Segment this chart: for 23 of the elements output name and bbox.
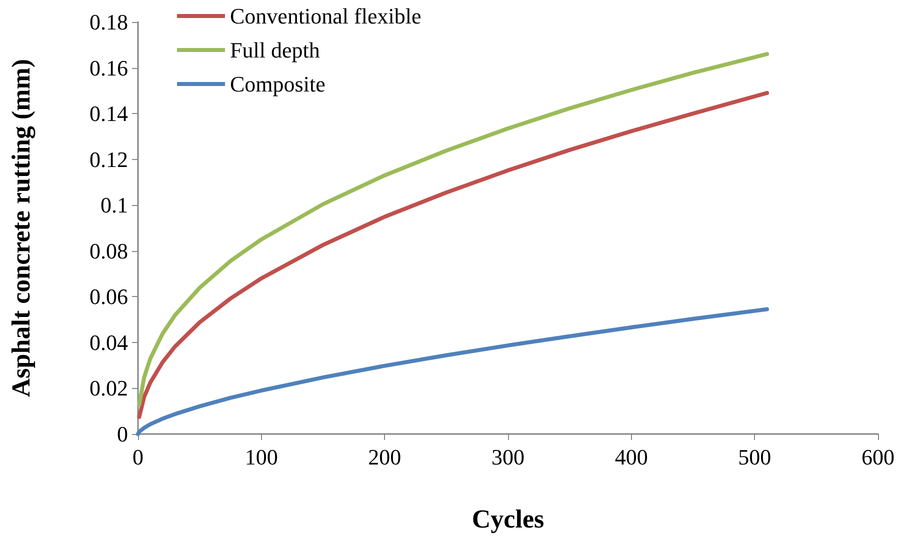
y-tick-label: 0.16 (90, 55, 128, 80)
x-tick-label: 600 (862, 444, 894, 470)
x-tick-label: 300 (492, 444, 524, 470)
y-tick-label: 0.1 (100, 192, 128, 218)
y-tick-label: 0.14 (90, 101, 128, 126)
legend-label: Full depth (230, 38, 320, 62)
y-tick-label: 0.08 (90, 238, 128, 264)
x-axis-title: Cycles (472, 504, 544, 534)
legend-label: Conventional flexible (230, 4, 422, 28)
x-tick-label: 100 (244, 444, 278, 470)
y-tick-label: 0.06 (90, 284, 128, 310)
y-tick-label: 0.18 (90, 10, 128, 34)
legend-label: Composite (230, 72, 326, 96)
x-tick-label: 0 (132, 444, 144, 470)
y-tick-label: 0.12 (90, 146, 128, 172)
x-tick-label: 200 (368, 444, 402, 470)
y-tick-label: 0.02 (90, 376, 128, 401)
y-tick-label: 0.04 (90, 330, 128, 355)
x-tick-label: 500 (738, 444, 772, 470)
y-tick-label: 0 (117, 422, 128, 446)
x-tick-label: 400 (614, 444, 648, 470)
line-series (136, 307, 769, 436)
y-axis-title: Asphalt concrete rutting (mm) (6, 58, 36, 398)
